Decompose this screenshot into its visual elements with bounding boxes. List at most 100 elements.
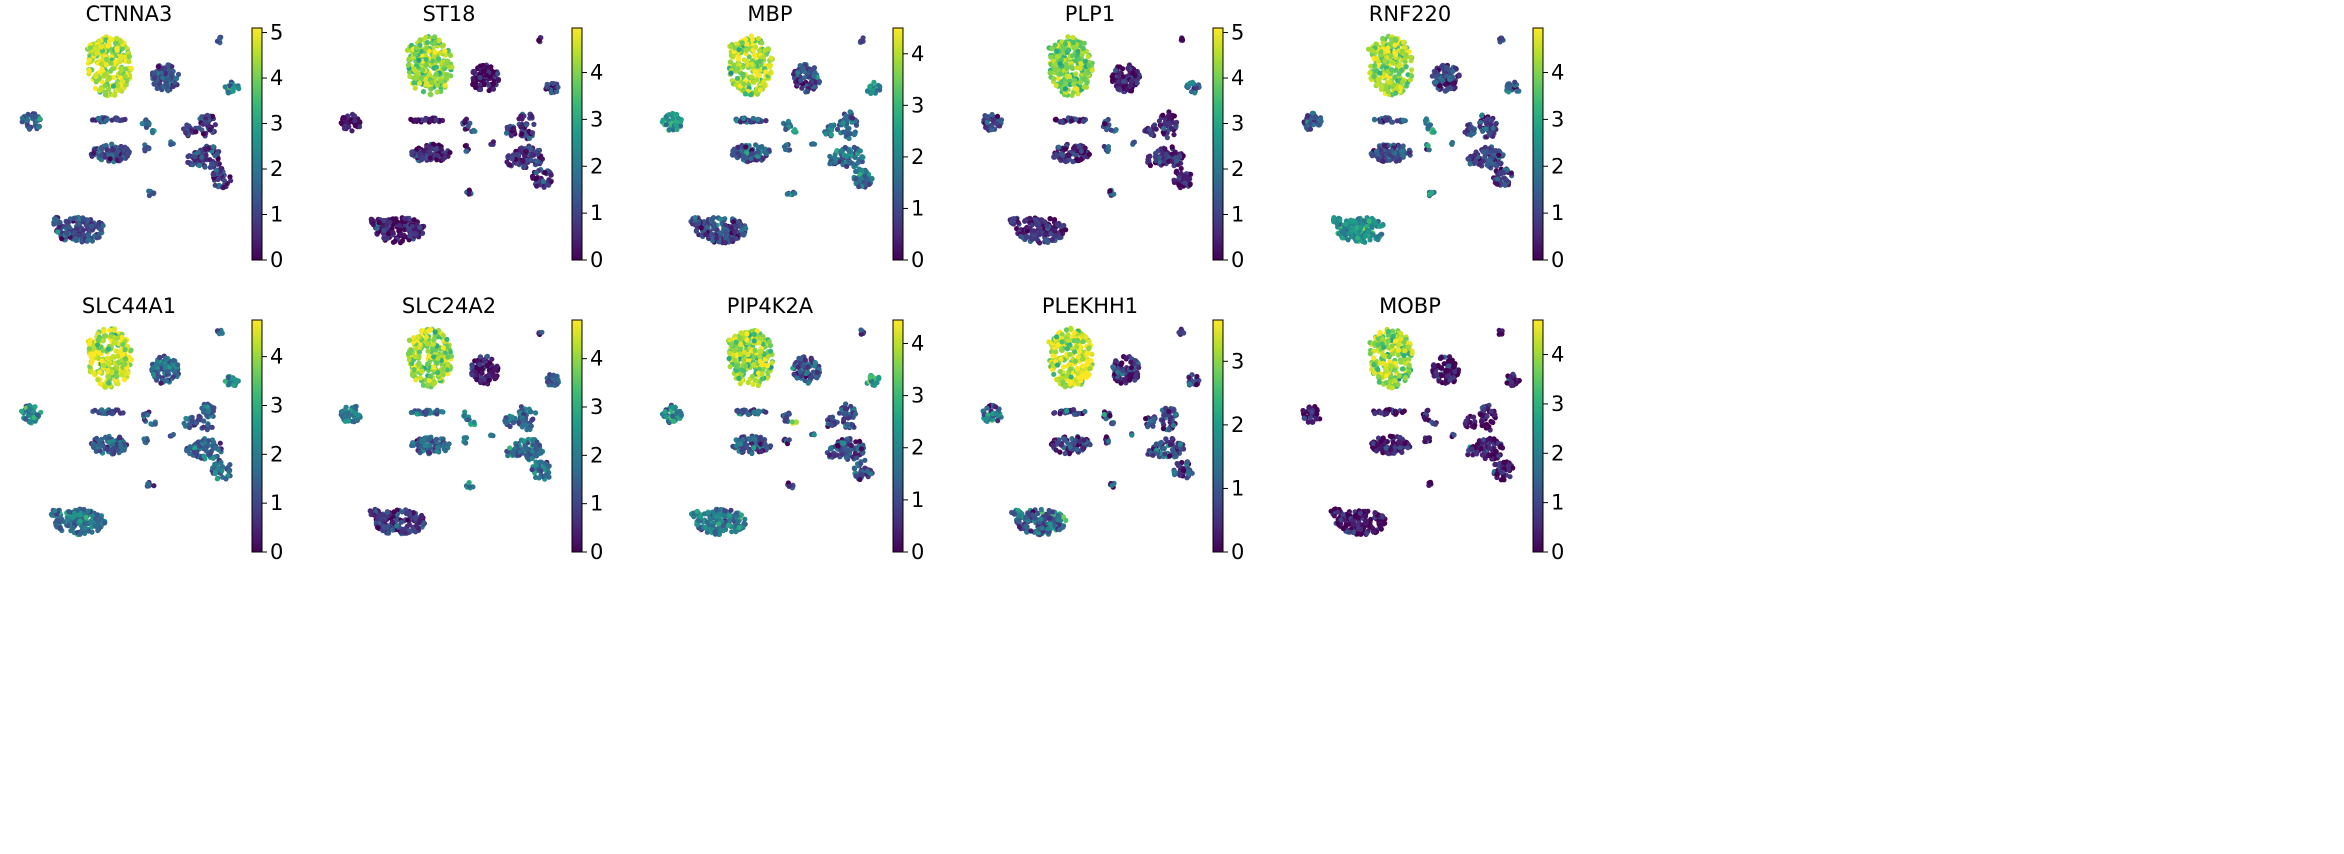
- scatter-point: [862, 173, 868, 180]
- scatter-point: [146, 188, 152, 194]
- scatter-point: [852, 131, 858, 137]
- scatter-point: [539, 156, 545, 162]
- scatter-point: [87, 45, 93, 51]
- scatter-point: [1023, 234, 1030, 240]
- scatter-point: [434, 89, 440, 95]
- scatter-point: [847, 160, 853, 166]
- scatter-point: [471, 128, 477, 134]
- scatter-point: [728, 70, 734, 76]
- scatter-point: [767, 70, 773, 76]
- scatter-point: [89, 223, 95, 229]
- scatter-point: [215, 156, 221, 162]
- scatter-point: [139, 121, 145, 127]
- scatter-point: [114, 407, 120, 413]
- scatter-point: [1473, 158, 1479, 164]
- scatter-point: [432, 49, 438, 56]
- colorbar-tick-label: 2: [1231, 157, 1244, 181]
- scatter-point: [744, 58, 750, 65]
- scatter-point: [118, 67, 125, 73]
- scatter-points: [338, 34, 561, 246]
- scatter-point: [526, 135, 533, 141]
- scatter-point: [755, 35, 762, 42]
- panel-title: ST18: [423, 2, 476, 26]
- colorbar-tick-label: 2: [270, 157, 283, 181]
- scatter-point: [728, 43, 734, 49]
- scatter-point: [93, 72, 99, 78]
- scatter-point: [1063, 158, 1069, 165]
- scatter-point: [230, 85, 236, 91]
- scatter-point: [864, 88, 871, 94]
- scatter-point: [1383, 83, 1389, 89]
- scatter-point: [422, 117, 428, 123]
- scatter-point: [144, 120, 150, 126]
- scatter-point: [758, 144, 764, 150]
- scatter-point: [1186, 83, 1192, 89]
- scatter-point: [166, 76, 172, 82]
- scatter-point: [101, 363, 107, 369]
- scatter-point: [1051, 76, 1057, 82]
- scatter-point: [1080, 118, 1087, 124]
- scatter-point: [417, 80, 423, 86]
- scatter-point: [1121, 78, 1127, 85]
- scatter-point: [1397, 62, 1403, 68]
- scatter-point: [449, 64, 455, 70]
- scatter-point: [1059, 118, 1065, 125]
- scatter-point: [1060, 230, 1066, 237]
- scatter-point: [856, 184, 862, 190]
- scatter-point: [215, 176, 221, 182]
- scatter-point: [1080, 45, 1086, 52]
- scatter-point: [349, 128, 355, 134]
- scatter-point: [495, 71, 501, 77]
- scatter-point: [1399, 48, 1405, 55]
- scatter-point: [1393, 51, 1399, 58]
- scatter-point: [849, 115, 856, 121]
- scatter-point: [189, 127, 195, 133]
- scatter-point: [427, 155, 433, 161]
- scatter-point: [1130, 70, 1136, 76]
- scatter-point: [105, 43, 111, 49]
- scatter-point: [165, 62, 171, 68]
- scatter-point: [1399, 79, 1406, 85]
- scatter-point: [1166, 158, 1172, 164]
- scatter-point: [442, 82, 448, 88]
- scatter-point: [155, 64, 161, 70]
- scatter-point: [162, 70, 168, 76]
- scatter-point: [546, 182, 552, 188]
- scatter-point: [692, 215, 698, 221]
- scatter-point: [1073, 71, 1079, 77]
- scatter-point: [477, 86, 483, 92]
- scatter-point: [94, 50, 100, 56]
- scatter-point: [1309, 110, 1315, 116]
- scatter-point: [436, 56, 442, 62]
- scatter-point: [1367, 70, 1373, 76]
- scatter-point: [71, 215, 77, 221]
- scatter-point: [1352, 219, 1359, 225]
- panel-title: MBP: [747, 2, 792, 26]
- scatter-point: [1307, 120, 1313, 127]
- scatter-point: [1354, 235, 1361, 241]
- scatter-point: [117, 75, 123, 81]
- scatter-point: [1398, 148, 1405, 154]
- colorbar-tick-label: 3: [590, 107, 603, 131]
- scatter-point: [828, 132, 835, 138]
- scatter-point: [183, 130, 189, 136]
- scatter-point: [542, 170, 548, 176]
- scatter-point: [544, 84, 550, 90]
- scatter-point: [162, 355, 168, 361]
- scatter-point: [433, 64, 439, 70]
- scatter-point: [103, 56, 109, 62]
- scatter-point: [1512, 79, 1518, 85]
- scatter-point: [172, 80, 178, 86]
- scatter-point: [217, 36, 223, 42]
- scatter-point: [867, 84, 873, 90]
- scatter-point: [764, 151, 770, 157]
- colorbar-tick-label: 4: [1231, 66, 1244, 90]
- scatter-point: [708, 231, 714, 237]
- scatter-point: [115, 381, 121, 387]
- scatter-point: [448, 52, 454, 59]
- scatter-point: [88, 360, 94, 366]
- scatter-point: [490, 86, 497, 92]
- scatter-point: [503, 130, 510, 136]
- scatter-point: [471, 77, 477, 83]
